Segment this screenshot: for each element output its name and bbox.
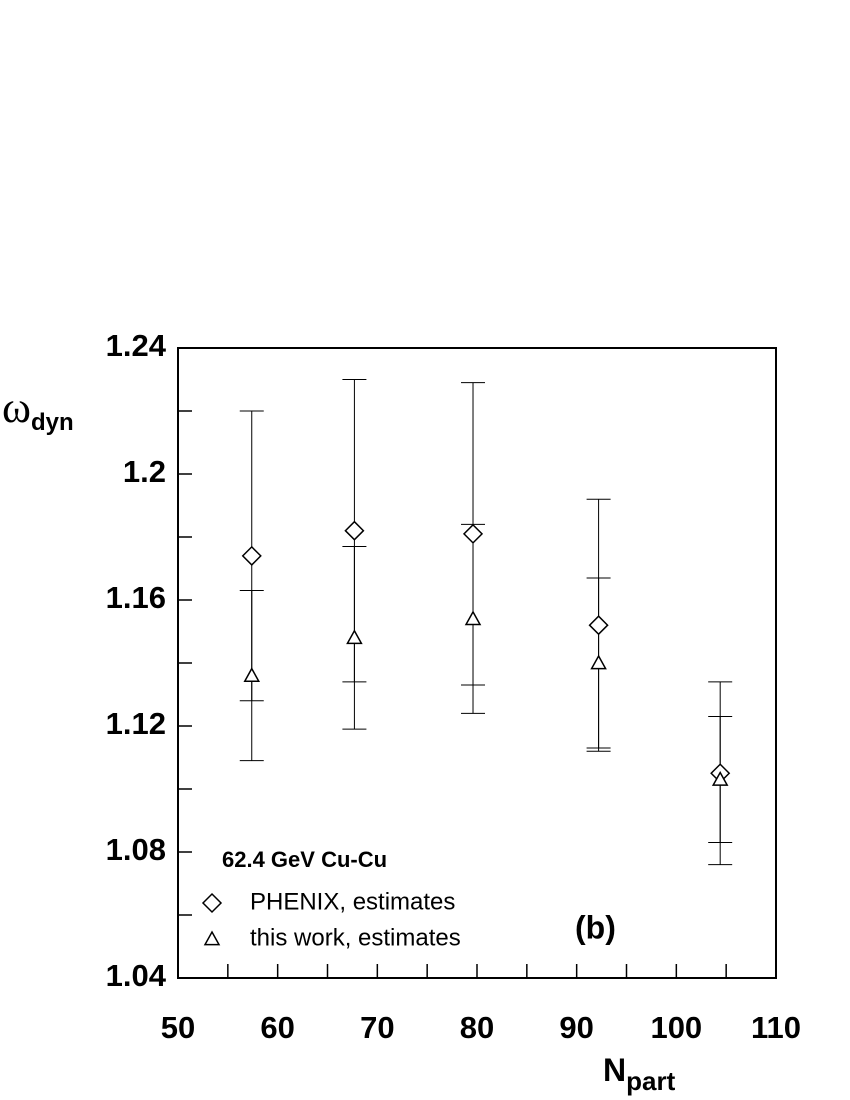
point bbox=[346, 629, 363, 645]
y-tick-label: 1.2 bbox=[123, 454, 166, 489]
x-label-sub: part bbox=[626, 1066, 675, 1096]
x-label-main: N bbox=[603, 1052, 626, 1088]
y-tick-label: 1.24 bbox=[106, 328, 167, 363]
x-axis-label: Npart bbox=[603, 1052, 676, 1095]
legend-marker bbox=[203, 930, 221, 946]
y-tick-label: 1.04 bbox=[106, 958, 167, 993]
y-tick-label: 1.12 bbox=[106, 706, 166, 741]
legend-label: this work, estimates bbox=[250, 924, 461, 951]
legend-label: PHENIX, estimates bbox=[250, 888, 455, 915]
point bbox=[711, 771, 729, 786]
x-tick-label: 70 bbox=[360, 1010, 394, 1045]
y-label-main: ω bbox=[2, 383, 31, 432]
y-axis-label: ωdyn bbox=[2, 383, 74, 436]
x-tick-label: 110 bbox=[751, 1010, 801, 1045]
x-tick-label: 60 bbox=[260, 1010, 294, 1045]
y-label-sub: dyn bbox=[31, 409, 74, 436]
point bbox=[344, 520, 365, 541]
plot-frame bbox=[177, 347, 777, 979]
point bbox=[590, 654, 607, 670]
point bbox=[243, 667, 261, 682]
annotation: (b) bbox=[575, 909, 616, 945]
point bbox=[462, 523, 484, 544]
legend-title: 62.4 GeV Cu-Cu bbox=[222, 847, 387, 872]
legend-marker bbox=[201, 892, 223, 914]
y-tick-label: 1.16 bbox=[106, 580, 166, 615]
x-tick-label: 80 bbox=[460, 1010, 494, 1045]
x-tick-label: 90 bbox=[559, 1010, 593, 1045]
point bbox=[588, 615, 609, 636]
x-tick-label: 50 bbox=[161, 1010, 195, 1045]
point bbox=[464, 610, 482, 626]
y-tick-label: 1.08 bbox=[106, 832, 166, 867]
point bbox=[241, 545, 262, 566]
x-tick-label: 100 bbox=[650, 1010, 702, 1045]
